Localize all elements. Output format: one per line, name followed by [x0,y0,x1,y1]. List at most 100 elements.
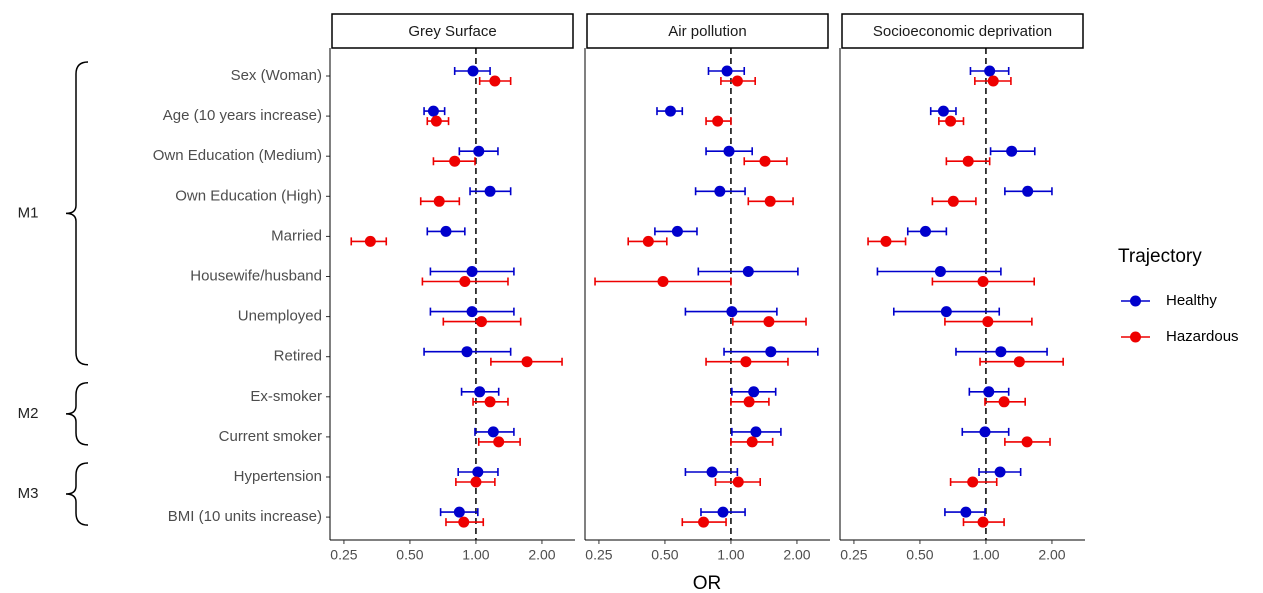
category-label: Own Education (Medium) [153,147,322,164]
point [765,346,777,358]
strip [331,13,574,49]
point [994,466,1006,478]
point [484,185,496,197]
point [467,65,479,77]
point [742,266,754,277]
point [430,115,442,127]
legend-marker [1130,331,1141,343]
x-tick-label: 0.25 [840,547,867,563]
point [977,516,989,528]
point [940,306,952,318]
x-tick-label: 0.50 [906,547,933,563]
point [521,356,533,368]
point [995,346,1007,358]
point [706,466,718,478]
point [746,436,758,448]
x-tick-label: 1.00 [717,547,744,563]
point [489,75,501,87]
point [466,266,478,277]
category-label: Current smoker [219,428,322,445]
point [723,145,735,157]
panel-title: Grey Surface [408,23,496,40]
x-tick-label: 1.00 [462,547,489,563]
point [1021,436,1033,448]
point [1013,356,1025,368]
legend-label: Hazardous [1166,328,1239,345]
x-tick-label: 0.25 [585,547,612,563]
point [461,346,473,358]
point [731,75,743,87]
point [937,105,949,117]
point [919,225,931,237]
point [979,426,991,438]
point [934,266,946,277]
point [453,506,465,518]
point [945,115,957,127]
point [987,75,999,87]
point [364,235,376,247]
point [664,105,676,117]
point [475,316,487,328]
point [440,225,452,237]
category-label: Own Education (High) [175,187,322,204]
point [880,235,892,247]
point [764,195,776,207]
point [962,155,974,167]
point [473,145,485,157]
point [657,276,669,287]
legend-label: Healthy [1166,292,1217,309]
strip [586,13,829,49]
point [1022,185,1034,197]
point [671,225,683,237]
point [732,476,744,488]
point [458,516,470,528]
point [1006,145,1018,157]
category-label: Age (10 years increase) [163,107,322,124]
point [493,436,505,448]
point [712,115,724,127]
group-brace [65,61,89,366]
point [982,316,994,328]
group-label: M2 [18,405,39,422]
strip [841,13,1084,49]
point [967,476,979,488]
point [721,65,733,77]
point [427,105,439,117]
point [717,506,729,518]
category-label: BMI (10 units increase) [168,508,322,525]
point [984,65,996,77]
point [466,306,478,318]
point [714,185,726,197]
x-tick-label: 1.00 [972,547,999,563]
group-brace [65,382,89,446]
x-tick-label: 2.00 [528,547,555,563]
point [740,356,752,368]
point [743,396,755,408]
legend-title: Trajectory [1118,246,1202,267]
point [487,426,499,438]
point [977,276,989,287]
point [726,306,738,318]
group-label: M1 [18,204,39,221]
point [472,466,484,478]
point [470,476,482,488]
point [474,386,486,398]
point [484,396,496,408]
legend-marker [1130,295,1141,307]
category-label: Unemployed [238,308,322,325]
point [449,155,461,167]
panel-title: Socioeconomic deprivation [873,23,1052,40]
x-tick-label: 0.50 [651,547,678,563]
category-label: Hypertension [234,468,322,485]
point [947,195,959,207]
panel-title: Air pollution [668,23,746,40]
category-label: Sex (Woman) [231,67,322,84]
group-brace [65,462,89,526]
x-tick-label: 2.00 [783,547,810,563]
x-tick-label: 0.50 [396,547,423,563]
point [960,506,972,518]
category-label: Housewife/husband [190,267,322,284]
point [983,386,995,398]
x-tick-label: 0.25 [330,547,357,563]
